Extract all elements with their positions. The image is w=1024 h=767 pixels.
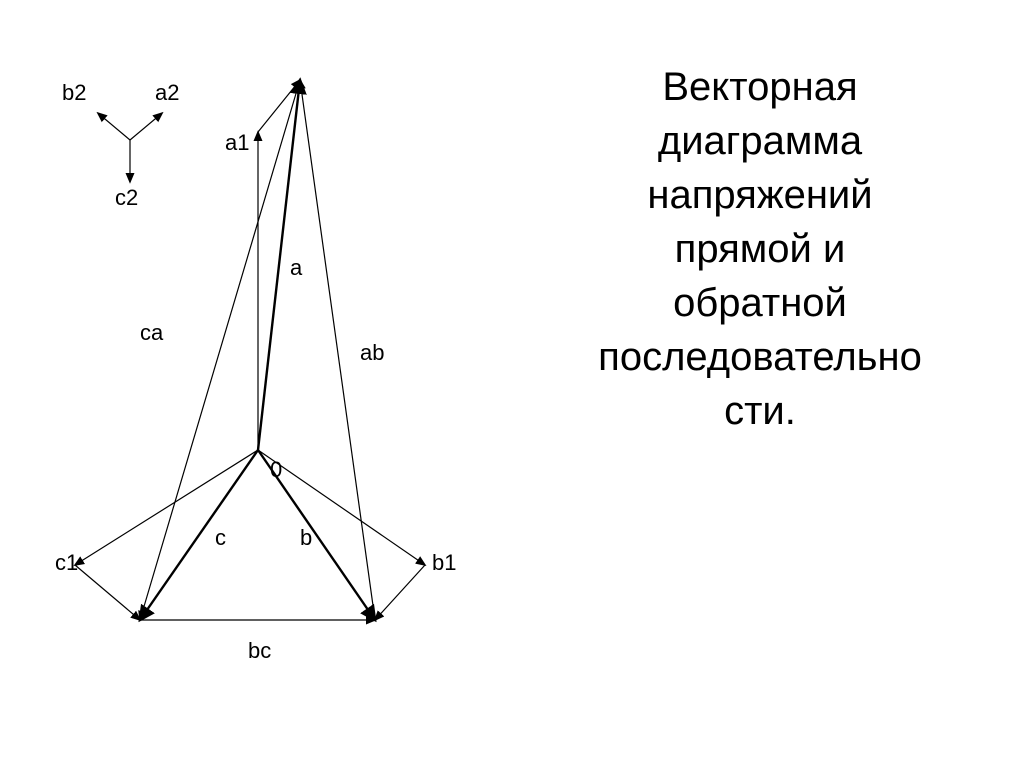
title-line-4: прямой и [675,227,846,271]
labels-group: a1 a ab ca 0 c b c1 b1 bc a2 b2 c2 [55,80,456,663]
label-ab: ab [360,340,384,365]
label-b2: b2 [62,80,86,105]
label-c: c [215,525,226,550]
label-b: b [300,525,312,550]
vector-b1 [258,450,425,565]
title-text: Векторная диаграмма напряжений прямой и … [520,60,1000,438]
page: a1 a ab ca 0 c b c1 b1 bc a2 b2 c2 Векторная диаграм… [0,0,1024,767]
vector-c1toC [75,565,140,620]
title-line-3: напряжений [647,173,872,217]
vector-diagram: a1 a ab ca 0 c b c1 b1 bc a2 b2 c2 [0,0,520,767]
vector-c1 [75,450,258,565]
vector-a1toA [258,80,300,132]
title-line-7: сти. [724,389,796,433]
label-ca: ca [140,320,164,345]
title-line-6: последовательно [598,335,922,379]
label-a1: a1 [225,130,249,155]
vector-b1toB [375,565,425,620]
label-c1: c1 [55,550,78,575]
vector-c [140,450,258,620]
label-b1: b1 [432,550,456,575]
tripod-vector-a2 [130,113,162,140]
vector-diagram-svg: a1 a ab ca 0 c b c1 b1 bc a2 b2 c2 [0,0,520,767]
label-a2: a2 [155,80,179,105]
label-O: 0 [270,457,282,482]
small-tripod [98,113,162,182]
label-bc: bc [248,638,271,663]
label-a: a [290,255,303,280]
label-c2: c2 [115,185,138,210]
title-line-2: диаграмма [658,119,862,163]
title-line-5: обратной [673,281,847,325]
tripod-vector-b2 [98,113,130,140]
title-line-1: Векторная [662,65,857,109]
